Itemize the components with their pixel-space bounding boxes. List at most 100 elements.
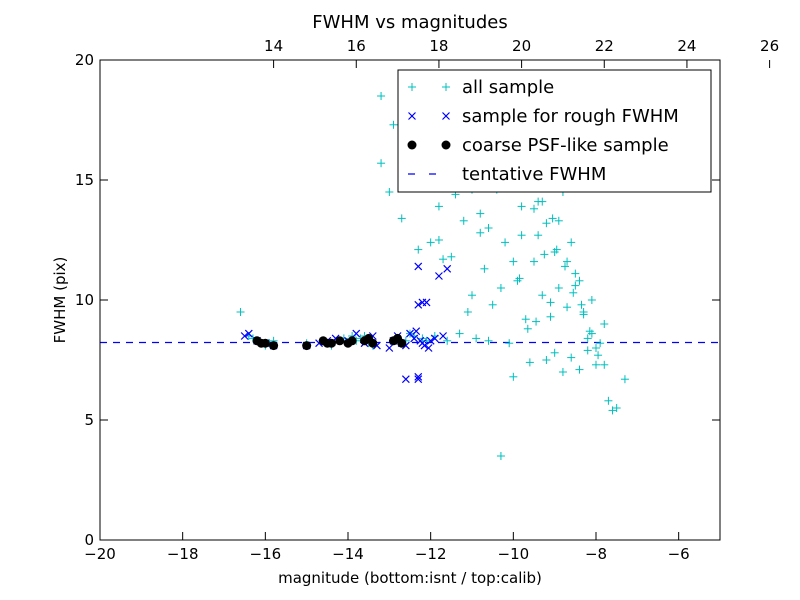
data-point <box>620 375 629 384</box>
data-point <box>587 296 596 304</box>
data-point <box>594 351 603 360</box>
data-point <box>567 238 576 247</box>
data-point <box>496 284 505 292</box>
chart-title: FWHM vs magnitudes <box>312 12 507 33</box>
data-point <box>443 336 452 345</box>
y-tick-label: 15 <box>75 171 94 189</box>
data-point <box>534 231 543 240</box>
data-point <box>352 329 361 338</box>
x-tick-label: −20 <box>84 545 116 563</box>
x-tick-label: −10 <box>498 545 530 563</box>
data-point <box>550 348 559 357</box>
legend-marker <box>407 140 417 150</box>
data-point <box>583 334 592 343</box>
data-point <box>447 252 456 261</box>
data-point <box>575 365 584 374</box>
legend-box <box>397 69 712 193</box>
data-point <box>468 291 476 300</box>
legend: all sample sample for rough FWHM coarse PS… <box>397 69 712 193</box>
data-point <box>585 327 594 336</box>
data-point <box>509 257 518 266</box>
data-point <box>542 356 551 364</box>
data-point <box>422 298 431 307</box>
top-x-tick-label: 18 <box>429 37 448 55</box>
top-x-tick-label: 14 <box>264 37 283 55</box>
data-point <box>414 300 423 309</box>
legend-label: tentative FWHM <box>462 164 606 185</box>
data-point <box>240 332 249 340</box>
data-point <box>552 245 561 254</box>
data-point <box>476 209 485 218</box>
data-point <box>459 216 468 225</box>
series-sample-for-rough-fwhm <box>240 262 452 384</box>
data-point <box>523 324 532 333</box>
data-point <box>608 406 617 415</box>
data-point <box>435 272 443 280</box>
data-point <box>534 197 543 206</box>
data-point <box>583 346 592 355</box>
data-point <box>236 308 245 316</box>
legend-entry: sample for rough FWHM <box>408 106 679 127</box>
data-point <box>439 255 448 264</box>
legend-marker <box>442 112 450 120</box>
legend-marker <box>408 112 416 120</box>
data-point <box>575 276 584 285</box>
data-point <box>401 375 410 384</box>
data-point <box>488 300 497 309</box>
data-point <box>326 338 336 348</box>
data-point <box>434 236 443 244</box>
top-x-tick-label: 24 <box>677 37 696 55</box>
data-point <box>505 339 514 348</box>
data-point <box>496 452 505 460</box>
data-point <box>558 368 567 376</box>
data-point <box>347 336 357 346</box>
data-point <box>600 360 609 369</box>
legend-entry: all sample <box>408 77 554 98</box>
data-point <box>414 262 423 271</box>
data-point <box>484 224 493 232</box>
x-axis-label: magnitude (bottom:isnt / top:calib) <box>278 569 542 587</box>
legend-label: all sample <box>462 77 554 98</box>
legend-marker <box>441 140 451 150</box>
legend-marker <box>442 83 450 91</box>
y-tick-label: 20 <box>75 51 94 69</box>
data-point <box>600 320 609 328</box>
data-point <box>269 341 279 351</box>
data-point <box>385 188 394 196</box>
data-point <box>532 317 541 326</box>
data-point <box>604 396 613 405</box>
data-point <box>567 353 576 362</box>
legend-entry: tentative FWHM <box>408 164 606 185</box>
legend-label: coarse PSF-like sample <box>462 135 669 156</box>
data-point <box>571 281 580 290</box>
data-point <box>377 159 386 168</box>
data-point <box>554 284 563 292</box>
data-point <box>426 238 435 247</box>
data-point <box>335 336 345 346</box>
data-point <box>244 329 253 338</box>
top-x-tick-label: 20 <box>512 37 531 55</box>
data-point <box>501 238 510 247</box>
legend-entry: coarse PSF-like sample <box>407 135 669 156</box>
data-point <box>397 214 406 223</box>
data-point <box>414 375 423 384</box>
data-point <box>260 338 270 348</box>
top-x-tick-label: 16 <box>347 37 366 55</box>
data-point <box>546 298 555 307</box>
data-point <box>596 339 605 348</box>
data-point <box>377 92 386 100</box>
top-x-tick-label: 22 <box>595 37 614 55</box>
data-point <box>414 372 423 381</box>
data-point <box>455 329 464 338</box>
data-point <box>592 360 600 369</box>
data-point <box>410 334 419 343</box>
data-point <box>412 327 421 336</box>
legend-marker <box>408 83 416 91</box>
data-point <box>548 214 557 223</box>
data-point <box>563 257 572 266</box>
x-tick-label: −6 <box>668 545 690 563</box>
data-point <box>368 338 378 348</box>
data-point <box>579 308 588 316</box>
x-tick-label: −8 <box>585 545 607 563</box>
data-point <box>420 341 429 350</box>
